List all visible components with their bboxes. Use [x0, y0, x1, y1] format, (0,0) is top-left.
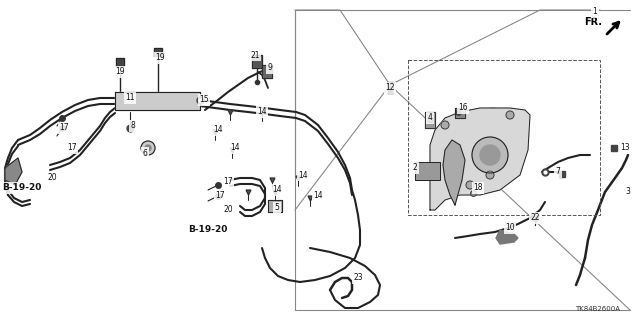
Text: 14: 14: [272, 186, 282, 195]
Circle shape: [506, 111, 514, 119]
Text: 16: 16: [458, 103, 468, 113]
Text: 2: 2: [413, 164, 417, 172]
Text: 1: 1: [593, 7, 597, 17]
Text: 3: 3: [625, 188, 630, 196]
Text: 8: 8: [131, 122, 136, 131]
Circle shape: [466, 181, 474, 189]
Polygon shape: [455, 108, 465, 118]
Text: 13: 13: [620, 143, 630, 153]
Text: 14: 14: [213, 125, 223, 134]
Text: 17: 17: [223, 178, 233, 187]
Circle shape: [472, 137, 508, 173]
Text: 17: 17: [59, 124, 69, 132]
Text: 11: 11: [125, 93, 135, 102]
Text: FR.: FR.: [584, 17, 602, 27]
Polygon shape: [443, 140, 465, 205]
Circle shape: [441, 121, 449, 129]
Polygon shape: [268, 200, 282, 212]
Text: B-19-20: B-19-20: [3, 183, 42, 193]
Text: 20: 20: [223, 205, 233, 214]
Text: 14: 14: [313, 190, 323, 199]
Text: 18: 18: [473, 183, 483, 193]
Circle shape: [145, 145, 151, 151]
Text: 14: 14: [257, 108, 267, 116]
Polygon shape: [116, 58, 124, 66]
Polygon shape: [252, 55, 262, 68]
Text: 15: 15: [199, 95, 209, 105]
Text: 5: 5: [275, 204, 280, 212]
Text: 19: 19: [115, 68, 125, 76]
Text: 22: 22: [531, 213, 540, 222]
Circle shape: [480, 145, 500, 165]
Text: 20: 20: [47, 173, 57, 182]
Text: 6: 6: [143, 148, 147, 157]
Text: TK84B2600A: TK84B2600A: [575, 306, 620, 312]
Text: 9: 9: [268, 63, 273, 73]
Bar: [408, 60, 600, 215]
Polygon shape: [262, 65, 272, 78]
Polygon shape: [154, 48, 162, 56]
Text: 14: 14: [230, 143, 240, 153]
Text: 4: 4: [428, 114, 433, 123]
Text: B-19-20: B-19-20: [188, 226, 228, 235]
Text: 17: 17: [215, 191, 225, 201]
Bar: [415, 162, 440, 180]
Text: 19: 19: [155, 53, 165, 62]
Circle shape: [141, 141, 155, 155]
Polygon shape: [115, 92, 200, 110]
Polygon shape: [496, 230, 518, 244]
Text: 23: 23: [353, 274, 363, 283]
Circle shape: [486, 171, 494, 179]
Polygon shape: [5, 158, 22, 185]
Polygon shape: [430, 108, 530, 210]
Polygon shape: [425, 112, 435, 128]
Text: 10: 10: [505, 223, 515, 233]
Text: 12: 12: [385, 84, 395, 92]
Text: 7: 7: [556, 167, 561, 177]
Text: 14: 14: [298, 171, 308, 180]
Polygon shape: [387, 82, 393, 90]
Text: 17: 17: [67, 143, 77, 153]
Text: 21: 21: [250, 51, 260, 60]
